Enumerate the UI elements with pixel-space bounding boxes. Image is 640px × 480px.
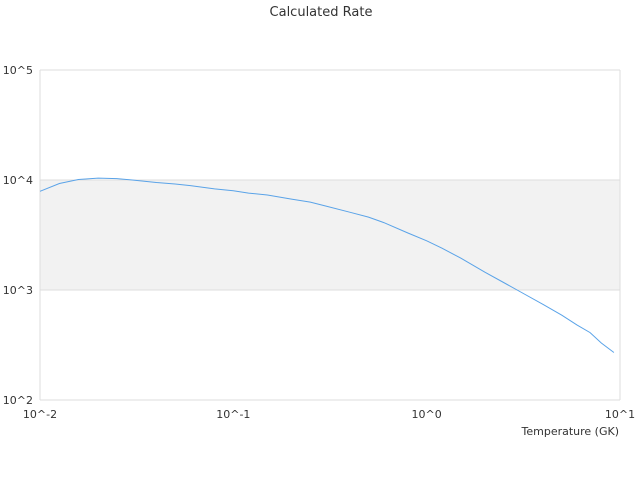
y-tick-label: 10^2 xyxy=(3,394,33,407)
x-axis-label: Temperature (GK) xyxy=(521,425,620,438)
plot-bands xyxy=(40,70,620,400)
y-tick-label: 10^4 xyxy=(3,174,33,187)
x-tick-label: 10^-2 xyxy=(23,408,57,421)
series-layer xyxy=(39,177,615,353)
series-line xyxy=(39,177,615,353)
y-tick-label: 10^3 xyxy=(3,284,33,297)
x-tick-label: 10^1 xyxy=(605,408,635,421)
plot-band xyxy=(40,290,620,400)
plot-band xyxy=(40,70,620,180)
y-tick-label: 10^5 xyxy=(3,64,33,77)
y-axis-ticks: 10^2 10^3 10^4 10^5 xyxy=(3,64,33,407)
x-axis-ticks: 10^-2 10^-1 10^0 10^1 xyxy=(23,408,635,421)
chart-title: Calculated Rate xyxy=(270,5,373,20)
x-tick-label: 10^-1 xyxy=(216,408,250,421)
plot-band xyxy=(40,180,620,290)
x-tick-label: 10^0 xyxy=(412,408,442,421)
